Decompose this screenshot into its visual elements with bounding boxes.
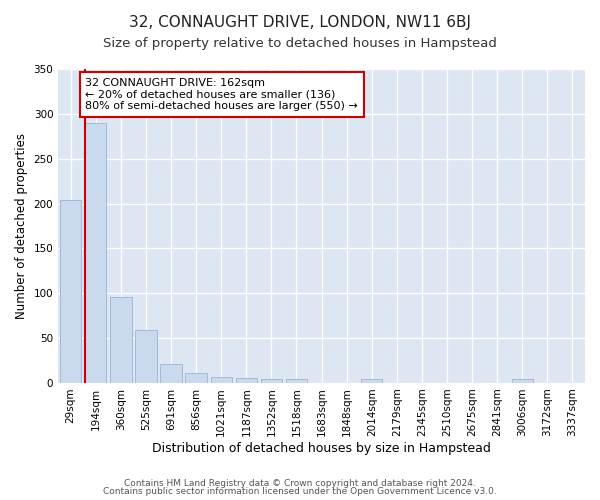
Bar — [160, 364, 182, 383]
Y-axis label: Number of detached properties: Number of detached properties — [15, 133, 28, 319]
Bar — [512, 379, 533, 383]
Bar — [236, 378, 257, 383]
Bar — [60, 200, 82, 383]
Bar — [85, 123, 106, 383]
Bar — [185, 373, 207, 383]
Text: 32, CONNAUGHT DRIVE, LONDON, NW11 6BJ: 32, CONNAUGHT DRIVE, LONDON, NW11 6BJ — [129, 15, 471, 30]
Bar — [136, 330, 157, 383]
Text: Size of property relative to detached houses in Hampstead: Size of property relative to detached ho… — [103, 38, 497, 51]
Bar — [211, 378, 232, 383]
Text: 32 CONNAUGHT DRIVE: 162sqm
← 20% of detached houses are smaller (136)
80% of sem: 32 CONNAUGHT DRIVE: 162sqm ← 20% of deta… — [85, 78, 358, 111]
Bar — [110, 297, 131, 383]
Bar — [361, 379, 382, 383]
X-axis label: Distribution of detached houses by size in Hampstead: Distribution of detached houses by size … — [152, 442, 491, 455]
Text: Contains HM Land Registry data © Crown copyright and database right 2024.: Contains HM Land Registry data © Crown c… — [124, 478, 476, 488]
Bar — [261, 379, 282, 383]
Bar — [286, 379, 307, 383]
Text: Contains public sector information licensed under the Open Government Licence v3: Contains public sector information licen… — [103, 487, 497, 496]
